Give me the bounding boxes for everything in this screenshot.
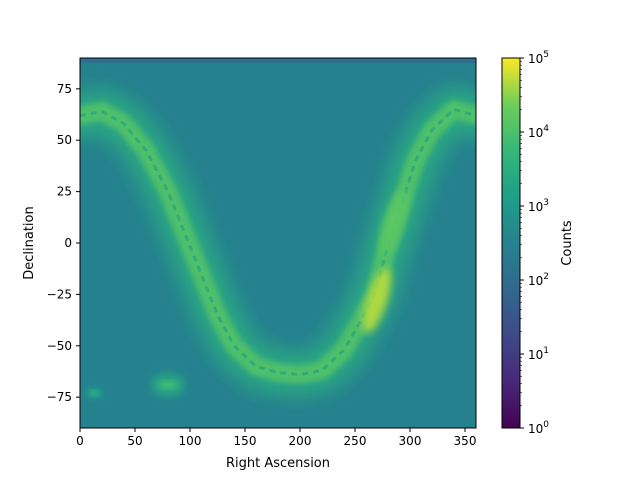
- colorbar-tick-label: 102: [528, 272, 549, 288]
- bright-region: [379, 189, 408, 255]
- colorbar-label: Counts: [560, 220, 575, 266]
- x-tick-label: 150: [234, 434, 257, 448]
- y-tick-label: 75: [57, 82, 72, 96]
- x-axis-label: Right Ascension: [226, 456, 330, 471]
- colorbar-tick-label: 104: [528, 124, 549, 140]
- colorbar-tick-label: 100: [528, 420, 549, 436]
- x-tick-label: 250: [344, 434, 367, 448]
- y-axis: −75 −50 −25 0 25 50 75: [47, 82, 80, 404]
- colorbar: 100 101 102 103 104 105 Counts: [501, 50, 575, 436]
- x-tick-label: 100: [179, 434, 202, 448]
- x-axis: 0 50 100 150 200 250 300 350: [76, 428, 476, 448]
- y-tick-label: −25: [47, 287, 72, 301]
- colorbar-tick-label: 103: [528, 198, 549, 214]
- colorbar-gradient: [501, 57, 521, 429]
- y-tick-label: −75: [47, 390, 72, 404]
- colorbar-tick-label: 101: [528, 346, 549, 362]
- x-tick-label: 0: [76, 434, 84, 448]
- x-tick-label: 350: [454, 434, 477, 448]
- y-tick-label: −50: [47, 339, 72, 353]
- y-axis-label: Declination: [22, 206, 37, 280]
- bright-region: [362, 268, 392, 334]
- magellanic-cloud-core: [159, 380, 177, 389]
- plot-area: [79, 57, 477, 429]
- y-tick-label: 50: [57, 133, 72, 147]
- x-tick-label: 50: [127, 434, 142, 448]
- polar-cap-band: [80, 58, 476, 63]
- galactic-plane-core: [80, 100, 476, 384]
- colorbar-tick-label: 105: [528, 50, 549, 66]
- x-tick-label: 300: [399, 434, 422, 448]
- x-tick-label: 200: [289, 434, 312, 448]
- y-tick-label: 25: [57, 185, 72, 199]
- y-tick-label: 0: [64, 236, 72, 250]
- magellanic-cloud-core: [89, 390, 100, 397]
